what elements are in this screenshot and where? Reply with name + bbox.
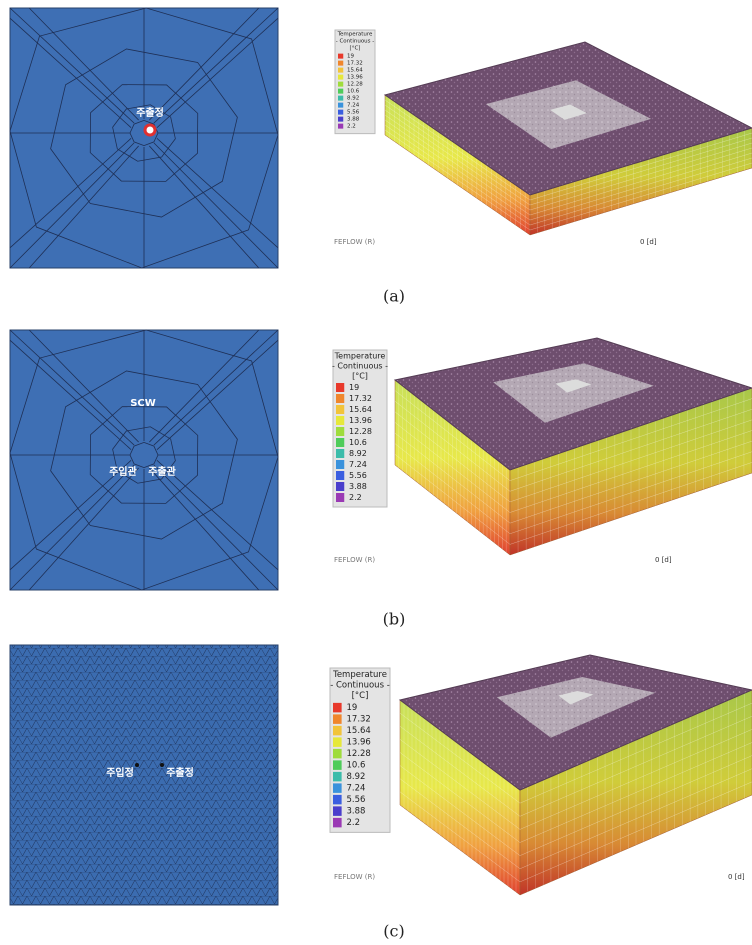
legend-swatch [333,703,342,713]
legend-title: Temperature [332,670,387,680]
legend-value: 10.6 [349,438,367,447]
legend-swatch [338,124,343,129]
legend-swatch [333,726,342,736]
legend-unit: [°C] [352,691,369,701]
legend-swatch [336,438,344,447]
legend-value: 5.56 [347,795,366,805]
legend-swatch [338,68,343,73]
panel-label: (a) [383,287,405,306]
legend-swatch [338,54,343,59]
time-label: 0 [d] [640,238,657,246]
legend-value: 19 [347,703,358,713]
legend-value: 12.28 [347,82,363,88]
legend-value: 10.6 [347,89,360,95]
footer: FEFLOW (R) [334,873,375,881]
legend-value: 17.32 [347,61,363,67]
legend-value: 8.92 [349,449,367,458]
legend-value: 13.96 [349,416,372,425]
legend-value: 8.92 [347,96,359,102]
legend-value: 12.28 [349,427,372,436]
well-marker [135,763,139,767]
legend-value: 2.2 [347,818,361,828]
legend-swatch [333,714,342,724]
well-marker [160,763,164,767]
legend-swatch [333,772,342,782]
mesh-label: 주출정 [136,106,164,119]
legend-value: 8.92 [347,772,366,782]
legend-swatch [333,795,342,805]
legend-swatch [336,427,344,436]
legend-value: 13.96 [347,75,363,81]
legend-value: 13.96 [347,738,371,748]
legend-swatch [336,416,344,425]
legend-swatch [336,405,344,414]
panel-label: (b) [383,610,406,629]
legend-swatch [336,471,344,480]
legend-title: Temperature [334,352,386,361]
legend-swatch [333,760,342,770]
legend-value: 15.64 [349,405,372,414]
legend-swatch [338,82,343,87]
legend-title: Temperature [337,32,373,38]
legend-subtitle: - Continuous - [330,681,390,691]
mesh-label: 주입관 [109,465,137,478]
mesh-view [10,645,278,905]
legend-swatch [333,818,342,828]
legend-swatch [336,383,344,392]
legend-unit: [°C] [350,45,361,51]
well-marker [145,125,155,135]
legend-value: 2.2 [349,493,362,502]
time-label: 0 [d] [728,873,745,881]
legend-value: 3.88 [347,117,360,123]
panel-label: (c) [383,922,404,941]
legend-subtitle: - Continuous - [336,39,375,45]
legend-swatch [338,96,343,101]
legend-value: 15.64 [347,68,363,74]
legend-swatch [333,737,342,747]
legend-value: 2.2 [347,124,356,130]
legend-value: 12.28 [347,749,371,759]
legend-swatch [338,117,343,122]
legend-value: 5.56 [349,471,367,480]
legend-subtitle: - Continuous - [332,362,388,371]
legend-swatch [336,460,344,469]
time-label: 0 [d] [655,556,672,564]
legend-value: 17.32 [349,394,372,403]
mesh-label: 주입정 [106,766,134,779]
footer: FEFLOW (R) [334,556,375,564]
legend-value: 3.88 [349,482,367,491]
legend-value: 19 [349,383,359,392]
legend-swatch [338,75,343,80]
legend-value: 15.64 [347,726,371,736]
legend-value: 17.32 [347,715,371,725]
legend-value: 7.24 [347,103,360,109]
legend-value: 19 [347,54,354,60]
legend-value: 3.88 [347,807,366,817]
legend-swatch [338,89,343,94]
legend-swatch [336,449,344,458]
legend-swatch [333,749,342,759]
mesh-label: SCW [130,398,156,409]
legend-swatch [333,806,342,816]
footer: FEFLOW (R) [334,238,375,246]
mesh-label: 주출관 [148,465,176,478]
legend-swatch [333,783,342,793]
legend-value: 10.6 [347,761,366,771]
legend-swatch [338,61,343,66]
legend-swatch [336,482,344,491]
legend-swatch [338,103,343,108]
legend-swatch [338,110,343,115]
legend-swatch [336,394,344,403]
figure: 주출정Temperature- Continuous -[°C]1917.321… [0,0,752,945]
legend-unit: [°C] [352,372,368,381]
legend-value: 7.24 [349,460,367,469]
legend-swatch [336,493,344,502]
legend-value: 7.24 [347,784,366,794]
legend-value: 5.56 [347,110,360,116]
mesh-label: 주출정 [166,766,194,779]
